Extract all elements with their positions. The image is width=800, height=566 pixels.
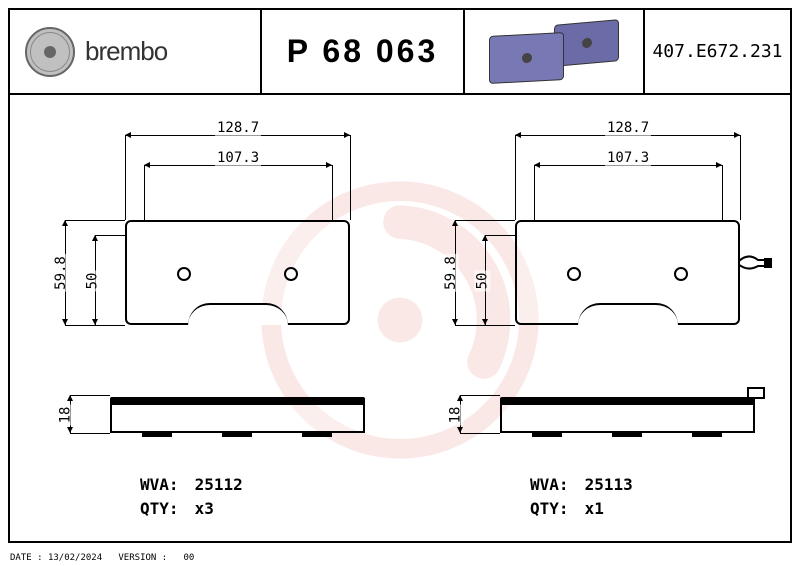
drawing-frame: brembo P 68 063 407.E672.231 [8, 8, 792, 543]
drawing-content: 128.7 107.3 59.8 50 [10, 95, 790, 545]
wva-value: 25112 [195, 475, 243, 494]
dim-width-inner: 107.3 [605, 150, 651, 166]
dim-width-outer: 128.7 [215, 120, 261, 136]
pad-side-view [500, 403, 755, 433]
qty-value: x3 [195, 499, 214, 518]
version-label: VERSION : [118, 553, 167, 563]
wva-label: WVA: [140, 473, 185, 497]
diagram-left: 128.7 107.3 59.8 50 [10, 95, 400, 545]
pad-front-view [515, 220, 740, 325]
date-value: 13/02/2024 [48, 553, 102, 563]
dim-height-inner: 50 [84, 271, 100, 292]
wva-value: 25113 [585, 475, 633, 494]
dim-width-outer: 128.7 [605, 120, 651, 136]
code-section: 407.E672.231 [645, 10, 790, 93]
part-number: P 68 063 [287, 33, 439, 70]
logo-section: brembo [10, 10, 260, 93]
wva-label: WVA: [530, 473, 575, 497]
date-label: DATE : [10, 553, 43, 563]
product-image-section [465, 10, 645, 93]
qty-value: x1 [585, 499, 604, 518]
dim-thickness: 18 [447, 405, 463, 426]
part-number-section: P 68 063 [260, 10, 465, 93]
qty-label: QTY: [530, 497, 575, 521]
dim-thickness: 18 [57, 405, 73, 426]
brand-name: brembo [85, 36, 167, 67]
sensor-connector-icon [747, 387, 765, 399]
pad-front-view [125, 220, 350, 325]
product-code: 407.E672.231 [652, 41, 782, 62]
info-block-left: WVA: 25112 QTY: x3 [140, 473, 243, 521]
brembo-disc-icon [25, 27, 75, 77]
pad-side-view [110, 403, 365, 433]
dim-height-outer: 59.8 [53, 254, 69, 292]
wear-sensor-icon [738, 252, 773, 272]
footer: DATE : 13/02/2024 VERSION : 00 [10, 553, 194, 563]
qty-label: QTY: [140, 497, 185, 521]
version-value: 00 [183, 553, 194, 563]
header: brembo P 68 063 407.E672.231 [10, 10, 790, 95]
diagram-right: 128.7 107.3 59.8 50 [400, 95, 790, 545]
dim-height-outer: 59.8 [443, 254, 459, 292]
dim-width-inner: 107.3 [215, 150, 261, 166]
info-block-right: WVA: 25113 QTY: x1 [530, 473, 633, 521]
dim-height-inner: 50 [474, 271, 490, 292]
brake-pad-3d-icon [489, 22, 619, 82]
